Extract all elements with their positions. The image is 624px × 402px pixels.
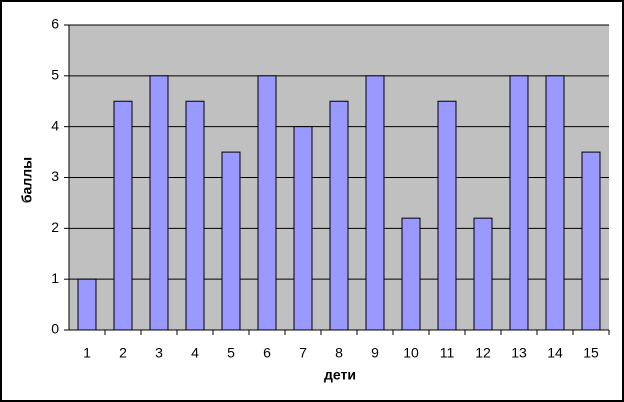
bar xyxy=(221,151,241,331)
x-tick-label: 5 xyxy=(227,345,235,361)
y-tick-label: 5 xyxy=(51,67,59,83)
bar xyxy=(473,217,493,331)
bar xyxy=(509,75,529,331)
bar xyxy=(113,100,133,331)
y-tick-label: 1 xyxy=(51,270,59,286)
bar xyxy=(185,100,205,331)
x-tick-label: 7 xyxy=(299,345,307,361)
y-tick-label: 2 xyxy=(51,219,59,235)
y-tick-label: 3 xyxy=(51,168,59,184)
y-axis-label: баллы xyxy=(19,157,35,203)
bar xyxy=(401,217,421,331)
bar xyxy=(77,278,97,331)
x-tick-label: 10 xyxy=(403,345,419,361)
bar xyxy=(581,151,601,331)
x-tick-label: 6 xyxy=(263,345,271,361)
x-tick-label: 12 xyxy=(475,345,491,361)
x-tick-label: 14 xyxy=(547,345,563,361)
bar xyxy=(365,75,385,331)
y-tick-label: 0 xyxy=(51,321,59,337)
x-tick-label: 4 xyxy=(191,345,199,361)
x-tick-label: 3 xyxy=(155,345,163,361)
x-tick-label: 9 xyxy=(371,345,379,361)
bar xyxy=(545,75,565,331)
y-tick-label: 6 xyxy=(51,16,59,32)
bar xyxy=(437,100,457,331)
bar xyxy=(293,126,313,331)
x-tick-label: 1 xyxy=(83,345,91,361)
y-tick-label: 4 xyxy=(51,117,59,133)
bar xyxy=(149,75,169,331)
x-tick-label: 2 xyxy=(119,345,127,361)
bar xyxy=(329,100,349,331)
x-tick-label: 15 xyxy=(583,345,599,361)
x-tick-label: 11 xyxy=(440,345,455,361)
x-tick-label: 8 xyxy=(335,345,343,361)
x-tick-label: 13 xyxy=(511,345,527,361)
x-axis-label: дети xyxy=(324,367,356,383)
bar xyxy=(257,75,277,331)
